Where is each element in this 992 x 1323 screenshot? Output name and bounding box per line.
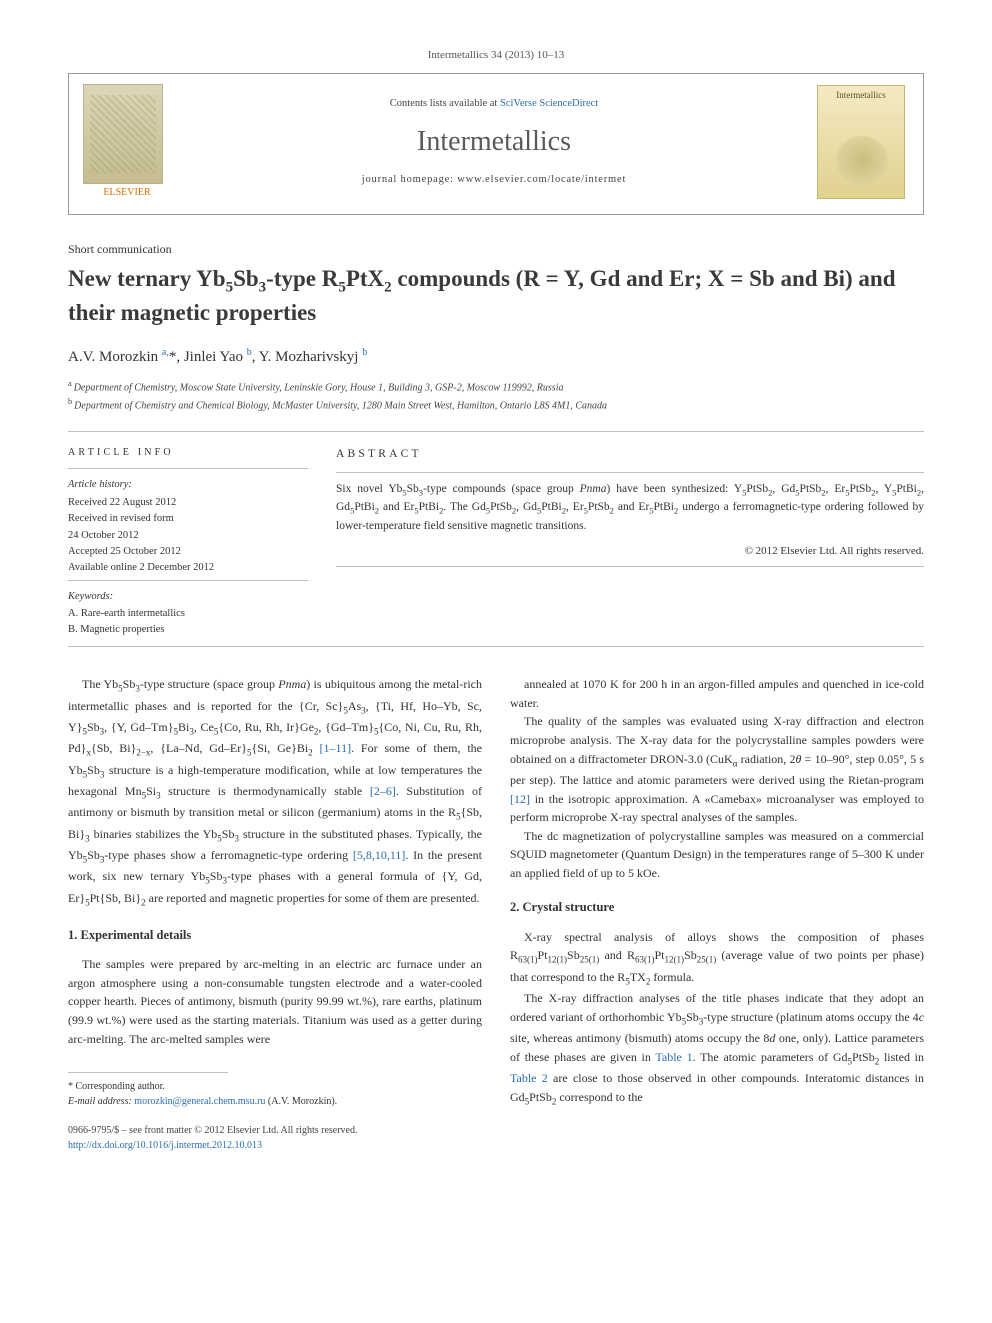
experimental-p3: The quality of the samples was evaluated… [510, 712, 924, 826]
journal-name: Intermetallics [171, 122, 817, 161]
email-line: E-mail address: morozkin@general.chem.ms… [68, 1094, 482, 1109]
history-online: Available online 2 December 2012 [68, 560, 308, 576]
footnotes: * Corresponding author. E-mail address: … [68, 1079, 482, 1109]
cover-label: Intermetallics [836, 90, 885, 100]
keywords-block: Keywords: A. Rare-earth intermetallics B… [68, 589, 308, 638]
journal-header-box: ELSEVIER Contents lists available at Sci… [68, 73, 924, 215]
section-2-heading: 2. Crystal structure [510, 898, 924, 917]
sciencedirect-link[interactable]: SciVerse ScienceDirect [500, 98, 598, 109]
history-revised-2: 24 October 2012 [68, 528, 308, 544]
separator-rule-2 [68, 646, 924, 647]
doi-link[interactable]: http://dx.doi.org/10.1016/j.intermet.201… [68, 1140, 262, 1151]
separator-rule [68, 431, 924, 432]
affiliation-b-text: Department of Chemistry and Chemical Bio… [74, 400, 607, 411]
history-received: Received 22 August 2012 [68, 495, 308, 511]
article-type: Short communication [68, 241, 924, 258]
homepage-line: journal homepage: www.elsevier.com/locat… [171, 173, 817, 188]
affiliation-a: aDepartment of Chemistry, Moscow State U… [68, 378, 924, 395]
experimental-p4: The dc magnetization of polycrystalline … [510, 827, 924, 883]
keyword-2: B. Magnetic properties [68, 622, 308, 638]
info-abstract-row: ARTICLE INFO Article history: Received 2… [68, 446, 924, 638]
copyright: © 2012 Elsevier Ltd. All rights reserved… [336, 543, 924, 560]
footnote-rule [68, 1072, 228, 1073]
email-link[interactable]: morozkin@general.chem.msu.ru [134, 1096, 265, 1107]
affiliation-b: bDepartment of Chemistry and Chemical Bi… [68, 396, 924, 413]
abstract-rule-bottom [336, 566, 924, 567]
homepage-url[interactable]: www.elsevier.com/locate/intermet [457, 174, 626, 185]
crystal-p1: X-ray spectral analysis of alloys shows … [510, 928, 924, 989]
experimental-p2: annealed at 1070 K for 200 h in an argon… [510, 675, 924, 712]
keyword-1: A. Rare-earth intermetallics [68, 606, 308, 622]
history-header: Article history: [68, 477, 308, 493]
journal-cover-icon: Intermetallics [817, 85, 905, 199]
elsevier-tree-icon [83, 84, 163, 184]
email-label: E-mail address: [68, 1096, 132, 1107]
article-info-label: ARTICLE INFO [68, 446, 308, 460]
info-rule-2 [68, 580, 308, 581]
abstract-label: ABSTRACT [336, 446, 924, 464]
publisher-label: ELSEVIER [83, 186, 171, 200]
email-suffix: (A.V. Morozkin). [268, 1096, 337, 1107]
keywords-header: Keywords: [68, 589, 308, 605]
intro-paragraph: The Yb5Sb3-type structure (space group P… [68, 675, 482, 910]
abstract-rule [336, 472, 924, 473]
article-title: New ternary Yb5Sb3-type R5PtX2 compounds… [68, 264, 924, 328]
section-1-heading: 1. Experimental details [68, 926, 482, 945]
header-center: Contents lists available at SciVerse Sci… [171, 97, 817, 188]
header-right: Intermetallics [817, 85, 909, 199]
abstract-text: Six novel Yb5Sb3-type compounds (space g… [336, 481, 924, 536]
article-info-block: ARTICLE INFO Article history: Received 2… [68, 446, 308, 638]
history-revised-1: Received in revised form [68, 511, 308, 527]
bottom-meta: 0966-9795/$ – see front matter © 2012 El… [68, 1123, 482, 1153]
info-rule [68, 468, 308, 469]
corresponding-author: * Corresponding author. [68, 1079, 482, 1094]
authors: A.V. Morozkin a,*, Jinlei Yao b, Y. Mozh… [68, 346, 924, 368]
affiliations: aDepartment of Chemistry, Moscow State U… [68, 378, 924, 413]
footer-left-column: * Corresponding author. E-mail address: … [68, 1072, 482, 1153]
homepage-prefix: journal homepage: [362, 174, 457, 185]
crystal-p2: The X-ray diffraction analyses of the ti… [510, 989, 924, 1109]
page: Intermetallics 34 (2013) 10–13 ELSEVIER … [0, 0, 992, 1193]
publisher-block: ELSEVIER [83, 84, 171, 200]
lists-prefix: Contents lists available at [390, 98, 500, 109]
front-matter-line: 0966-9795/$ – see front matter © 2012 El… [68, 1123, 482, 1138]
body-columns: The Yb5Sb3-type structure (space group P… [68, 675, 924, 1153]
journal-reference: Intermetallics 34 (2013) 10–13 [68, 48, 924, 63]
lists-line: Contents lists available at SciVerse Sci… [171, 97, 817, 112]
abstract-block: ABSTRACT Six novel Yb5Sb3-type compounds… [336, 446, 924, 638]
history-accepted: Accepted 25 October 2012 [68, 544, 308, 560]
experimental-p1: The samples were prepared by arc-melting… [68, 955, 482, 1048]
affiliation-a-text: Department of Chemistry, Moscow State Un… [74, 383, 564, 394]
